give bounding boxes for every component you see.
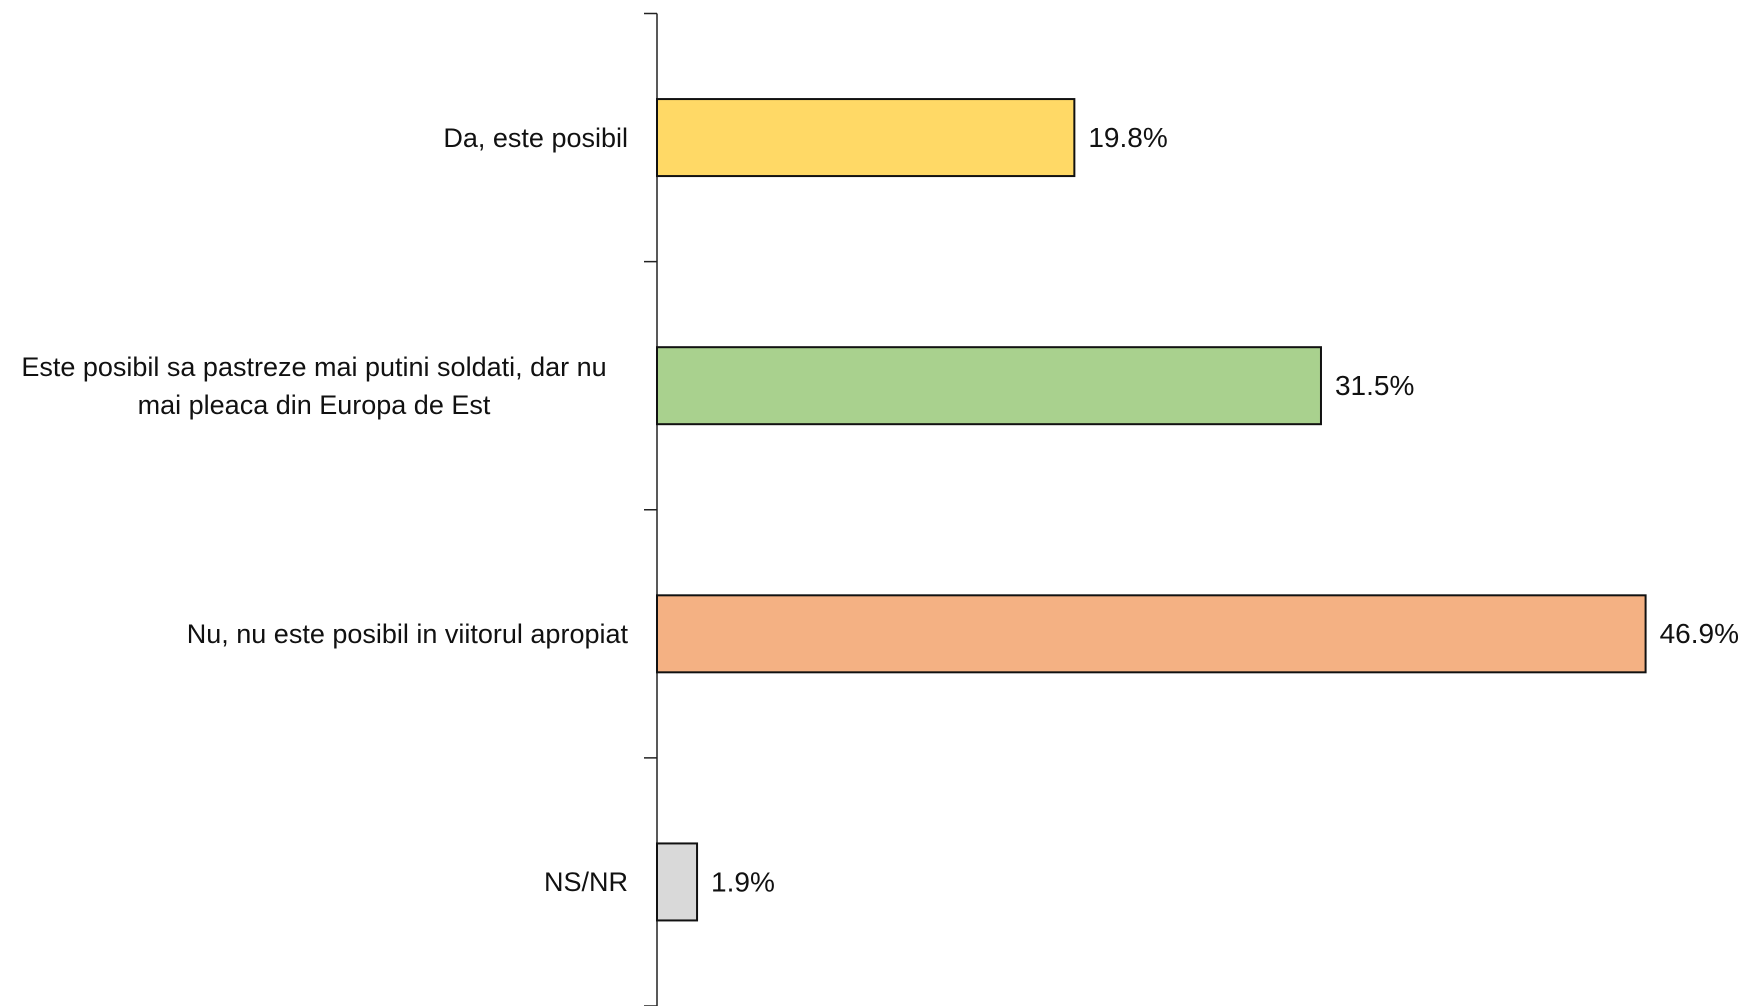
category-label-box: NS/NR	[0, 758, 628, 1007]
value-label: 1.9%	[711, 866, 775, 897]
category-label: Este posibil sa pastreze mai putini sold…	[21, 352, 607, 421]
value-label: 46.9%	[1660, 618, 1739, 649]
bar	[656, 98, 1076, 178]
value-label: 31.5%	[1335, 370, 1414, 401]
category-label-box: Da, este posibil	[0, 14, 628, 263]
bar	[656, 594, 1647, 674]
category-label: Nu, nu este posibil in viitorul apropiat	[186, 619, 628, 650]
value-label: 19.8%	[1088, 122, 1167, 153]
bar	[656, 842, 699, 922]
category-label: Da, este posibil	[443, 123, 628, 153]
category-label-box: Nu, nu este posibil in viitorul apropiat	[0, 510, 628, 759]
bar	[656, 346, 1322, 426]
category-label-box: Este posibil sa pastreze mai putini sold…	[0, 262, 628, 511]
category-label: NS/NR	[543, 867, 628, 898]
